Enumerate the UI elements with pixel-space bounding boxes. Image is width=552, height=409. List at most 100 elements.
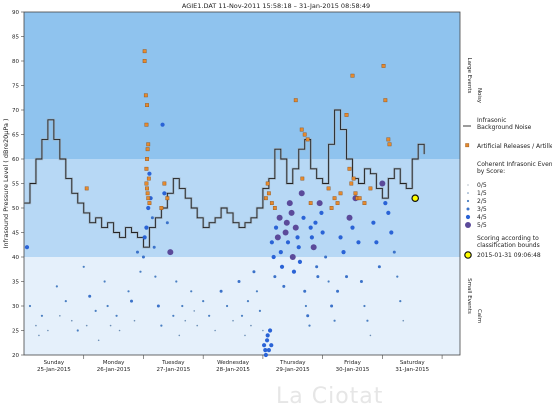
event-point-score-2 [225, 304, 229, 308]
release-point [145, 186, 149, 191]
event-point-score-4 [269, 343, 274, 348]
event-point-score-4 [320, 230, 325, 235]
release-point [350, 73, 355, 78]
event-point-score-1 [85, 324, 88, 327]
band-label: Large Events [466, 58, 472, 94]
event-point-score-3 [88, 294, 92, 298]
event-point-score-2 [172, 314, 175, 317]
release-point [351, 176, 356, 181]
release-point [305, 137, 310, 142]
event-point-score-4 [273, 225, 279, 230]
event-point-score-4 [389, 230, 394, 235]
release-point [84, 186, 89, 191]
event-point-score-4 [295, 235, 300, 240]
release-point [145, 157, 149, 161]
event-point-score-1 [133, 319, 136, 322]
x-date-label: 26-Jan-2015 [97, 367, 131, 373]
legend-score-label: 0/5 [477, 182, 487, 189]
legend-score-label: 5/5 [477, 222, 487, 229]
event-point-score-4 [350, 225, 355, 230]
event-point-score-5 [286, 200, 293, 207]
event-point-score-2 [258, 309, 262, 312]
x-day-label: Monday [103, 360, 125, 366]
release-point [266, 191, 271, 196]
y-tick-label: 20 [12, 353, 19, 359]
event-point-score-2 [106, 304, 109, 308]
band-label: Noisy [476, 88, 482, 104]
plot-area: 20 25 30 35 40 45 50 55 60 65 70 75 80 85 90 Infrasound… [2, 10, 482, 373]
release-point [144, 166, 149, 171]
event-point-score-4 [297, 259, 303, 264]
event-point-score-4 [296, 245, 301, 250]
event-point-score-4 [147, 171, 152, 176]
event-point-score-4 [309, 235, 314, 240]
release-point [147, 201, 152, 205]
event-point-score-5 [346, 214, 353, 221]
event-point-score-1 [38, 334, 40, 337]
y-tick-label: 75 [12, 84, 19, 90]
event-point-score-4 [308, 225, 313, 230]
event-point-score-2 [363, 304, 366, 308]
event-point-score-4 [144, 225, 149, 230]
release-point [263, 196, 268, 201]
event-point-score-4 [291, 269, 297, 274]
event-point-score-4 [313, 220, 318, 225]
x-day-label: Friday [344, 360, 361, 366]
event-point-score-3 [219, 289, 223, 293]
event-point-score-2 [160, 324, 163, 327]
event-point-score-2 [240, 314, 244, 317]
event-point-score-2 [208, 314, 211, 317]
event-point-score-4 [142, 235, 147, 240]
event-point-score-4 [279, 264, 285, 269]
event-point-score-2 [255, 290, 259, 293]
event-point-score-5 [292, 224, 299, 231]
event-point-score-1 [109, 324, 112, 327]
event-point-score-2 [40, 314, 44, 317]
y-tick-label: 35 [12, 280, 19, 286]
event-point-score-2 [202, 300, 205, 303]
event-point-score-1 [97, 339, 100, 342]
release-point [145, 103, 149, 108]
event-point-score-2 [76, 329, 79, 332]
chart: AGIE1.DAT 11-Nov-2011 15:58:18 – 31-Jan-… [2, 2, 552, 373]
event-point-score-3 [330, 304, 334, 308]
x-day-label: Tuesday [161, 360, 185, 366]
event-point-score-2 [327, 280, 330, 283]
event-point-score-2 [103, 280, 106, 283]
release-point [347, 166, 352, 171]
legend-score-label: 2/5 [477, 198, 487, 205]
chart-title: AGIE1.DAT 11-Nov-2011 15:58:18 – 31-Jan-… [182, 2, 370, 10]
release-point [293, 98, 298, 103]
event-point-score-3 [165, 221, 169, 225]
event-point-score-4 [371, 220, 376, 225]
y-tick-label: 90 [12, 10, 19, 16]
release-point [335, 201, 340, 205]
event-point-score-4 [285, 240, 291, 245]
release-point [146, 142, 151, 147]
legend-timestamp: 2015-01-31 09:06:48 [477, 252, 541, 259]
band-label: Calm [476, 309, 482, 323]
legend-scoring-label: Scoring according to [477, 235, 539, 242]
background-noise-line [24, 109, 425, 248]
watermark: La Ciotat [276, 384, 384, 409]
event-point-score-2 [246, 300, 250, 303]
event-point-score-4 [319, 210, 324, 215]
event-point-score-3 [130, 299, 134, 303]
event-point-score-5 [316, 200, 323, 207]
release-point [387, 142, 392, 147]
event-point-score-3 [273, 275, 277, 279]
x-day-label: Sunday [44, 360, 65, 366]
event-point-score-5 [298, 190, 305, 197]
event-point-score-4 [338, 235, 343, 240]
y-axis-label: Infrasound Pressure Level ( dBre20µPa ) [2, 118, 10, 248]
legend-score-label: 4/5 [477, 214, 487, 221]
legend-events-title: by Score: [477, 168, 505, 175]
band-2 [24, 257, 460, 355]
event-point-score-4 [356, 240, 361, 245]
event-point-score-2 [28, 304, 32, 308]
y-tick-label: 70 [12, 108, 19, 114]
event-point-score-1 [196, 324, 199, 327]
event-point-score-2 [115, 314, 118, 317]
release-point [349, 181, 354, 186]
event-point-score-5 [283, 219, 290, 226]
